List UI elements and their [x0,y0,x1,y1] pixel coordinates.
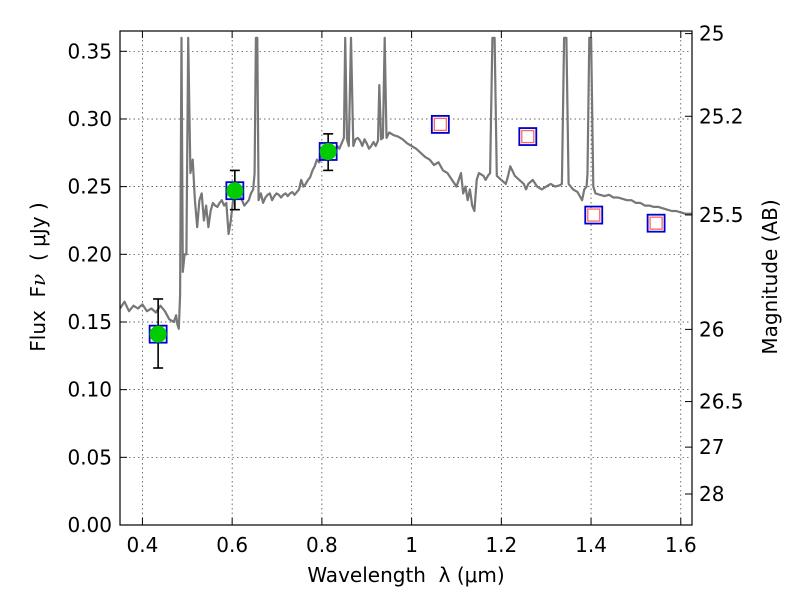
model-photometry-point [646,213,666,233]
detection-point [319,142,337,160]
x-tick-label: 0.6 [216,533,248,557]
x-tick-label: 0.8 [306,533,338,557]
plot-frame [119,30,693,526]
y2-axis-label: Magnitude (AB) [758,199,782,354]
y-tick-label: 0.15 [67,310,112,334]
axis-ticks: 0.4 0.6 0.8 1 1.2 1.4 1.6 0.00 0.05 0.10 0.15 0.20 0… [67,22,743,557]
model-photometry-point [584,205,604,225]
x-axis-label: Wavelength λ (μm) [307,563,504,587]
detection-point [226,182,244,200]
photometry-points [148,114,666,369]
upper-limit-point [587,208,601,222]
upper-limit-point [521,129,535,144]
y-tick-label: 0.20 [67,242,112,266]
x-tick-label: 1.4 [575,533,607,557]
y2-tick-label: 26.5 [699,390,744,414]
x-tick-label: 0.4 [127,533,159,557]
y2-tick-label: 25.2 [699,104,744,128]
y-tick-label: 0.10 [67,378,112,402]
model-photometry-point [430,114,450,134]
y2-tick-label: 27 [699,435,724,459]
y-tick-label: 0.35 [67,39,112,63]
y-tick-label: 0.00 [67,513,112,537]
spectrum-line [120,36,692,330]
x-tick-label: 1 [405,533,418,557]
y-tick-label: 0.25 [67,175,112,199]
y-tick-label: 0.30 [67,107,112,131]
grid-lines [120,31,692,526]
x-tick-label: 1.2 [485,533,517,557]
y2-tick-label: 25.5 [699,203,744,227]
y-axis-label: Flux Fν ( μJy ) [26,202,50,351]
y2-tick-label: 26 [699,317,724,341]
x-tick-label: 1.6 [665,533,697,557]
model-spectrum [120,36,692,330]
upper-limit-point [649,216,663,230]
y2-tick-label: 25 [699,22,724,46]
y2-tick-label: 28 [699,482,724,506]
upper-limit-point [433,117,447,132]
model-photometry-point [518,127,538,146]
y-tick-label: 0.05 [67,445,112,469]
detection-point [149,325,167,343]
